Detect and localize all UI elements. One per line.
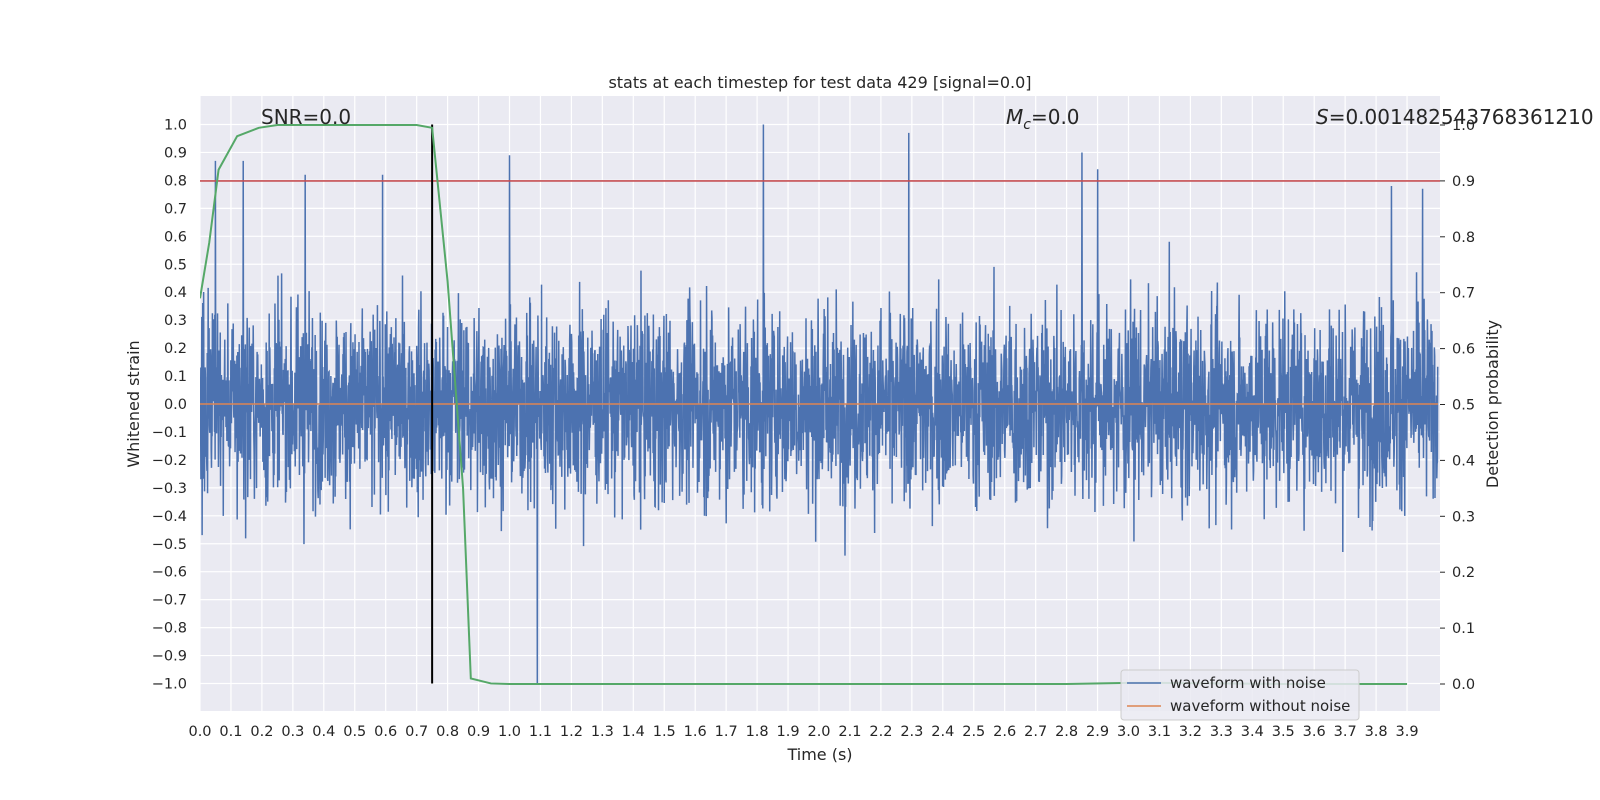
x-tick-label: 0.5 — [343, 724, 366, 740]
x-tick-label: 2.4 — [931, 724, 954, 740]
y-tick-label: −0.2 — [152, 453, 187, 469]
x-tick-label: 0.9 — [467, 724, 490, 740]
y-tick-label: −0.9 — [152, 649, 187, 665]
x-tick-label: 1.2 — [560, 724, 583, 740]
x-tick-label: 0.7 — [405, 724, 428, 740]
x-tick-label: 3.0 — [1117, 724, 1140, 740]
x-tick-label: 2.8 — [1055, 724, 1078, 740]
y2-tick-label: 1.0 — [1452, 118, 1475, 134]
x-ticks: 0.0 0.1 0.2 0.3 0.4 0.5 0.6 0.7 0.8 0.9 1.0 1.1 1.2 1… — [188, 724, 1418, 740]
legend: waveform with noise waveform without noi… — [1120, 669, 1360, 721]
y-tick-label: −0.1 — [152, 425, 187, 441]
x-tick-label: 0.4 — [312, 724, 335, 740]
x-tick-label: 0.0 — [188, 724, 211, 740]
y-tick-label: 0.7 — [164, 201, 187, 217]
legend-box — [1120, 669, 1360, 721]
x-tick-label: 1.1 — [529, 724, 552, 740]
x-tick-label: 3.2 — [1179, 724, 1202, 740]
x-tick-label: 2.0 — [807, 724, 830, 740]
y2-axis-label: Detection probability — [1483, 320, 1502, 488]
x-tick-label: 2.6 — [993, 724, 1016, 740]
y-axis-label: Whitened strain — [124, 340, 143, 467]
y2-tick-label: 0.6 — [1452, 342, 1475, 358]
x-tick-label: 0.2 — [250, 724, 273, 740]
y-tick-label: 0.0 — [164, 397, 187, 413]
y2-tick-label: 0.7 — [1452, 286, 1475, 302]
x-tick-label: 2.9 — [1086, 724, 1109, 740]
x-tick-label: 3.7 — [1334, 724, 1357, 740]
x-tick-label: 3.3 — [1210, 724, 1233, 740]
x-tick-label: 2.7 — [1024, 724, 1047, 740]
y-tick-label: −0.8 — [152, 621, 187, 637]
legend-label-noisy: waveform with noise — [1170, 674, 1326, 692]
s-symbol: S — [1316, 105, 1329, 129]
x-tick-label: 3.9 — [1396, 724, 1419, 740]
mc-value: =0.0 — [1031, 105, 1080, 129]
x-tick-label: 2.2 — [869, 724, 892, 740]
x-tick-label: 1.4 — [622, 724, 645, 740]
x-tick-label: 1.3 — [591, 724, 614, 740]
x-tick-label: 1.7 — [715, 724, 738, 740]
s-annotation: S=0.001482543768361210 — [1316, 105, 1594, 129]
y2-ticks: 1.0 0.9 0.8 0.7 0.6 0.5 0.4 0.3 0.2 0.1 0.0 — [1440, 118, 1475, 693]
series-waveform-with-noise — [200, 124, 1439, 684]
noisy-waveform-line — [200, 124, 1439, 684]
y-tick-label: 0.2 — [164, 341, 187, 357]
x-tick-label: 0.8 — [436, 724, 459, 740]
y2-tick-label: 0.4 — [1452, 453, 1475, 469]
x-tick-label: 3.6 — [1303, 724, 1326, 740]
mc-subscript: c — [1023, 117, 1031, 133]
y-tick-label: 0.8 — [164, 173, 187, 189]
s-value: =0.001482543768361210 — [1329, 105, 1594, 129]
x-axis-label: Time (s) — [786, 745, 852, 764]
series-detection-probability — [200, 124, 1408, 685]
mc-annotation: Mc=0.0 — [1006, 105, 1080, 133]
y2-tick-label: 0.5 — [1452, 398, 1475, 414]
x-tick-label: 1.0 — [498, 724, 521, 740]
y-tick-label: 0.9 — [164, 145, 187, 161]
y2-tick-label: 0.0 — [1452, 677, 1475, 693]
y-tick-label: 0.3 — [164, 313, 187, 329]
y-tick-label: −0.3 — [152, 481, 187, 497]
y2-tick-label: 0.9 — [1452, 174, 1475, 190]
x-tick-label: 3.1 — [1148, 724, 1171, 740]
x-tick-label: 0.6 — [374, 724, 397, 740]
x-tick-label: 1.6 — [684, 724, 707, 740]
y-tick-label: 0.4 — [164, 285, 187, 301]
x-tick-label: 2.1 — [838, 724, 861, 740]
y2-tick-label: 0.2 — [1452, 565, 1475, 581]
x-tick-label: 1.9 — [777, 724, 800, 740]
y2-tick-label: 0.1 — [1452, 621, 1475, 637]
y-tick-label: 1.0 — [164, 118, 187, 134]
x-tick-label: 3.5 — [1272, 724, 1295, 740]
y2-tick-label: 0.8 — [1452, 230, 1475, 246]
y-tick-label: −0.4 — [152, 509, 187, 525]
chart-title: stats at each timestep for test data 429… — [608, 73, 1031, 92]
x-tick-label: 2.5 — [962, 724, 985, 740]
y-tick-label: −0.6 — [152, 565, 187, 581]
y-tick-label: 0.5 — [164, 257, 187, 273]
y-ticks: 1.0 0.9 0.8 0.7 0.6 0.5 0.4 0.3 0.2 0.1 0.0 −0.1 −0.… — [152, 118, 187, 693]
y-tick-label: −0.7 — [152, 593, 187, 609]
y2-tick-label: 0.3 — [1452, 509, 1475, 525]
x-tick-label: 3.4 — [1241, 724, 1264, 740]
legend-label-clean: waveform without noise — [1170, 697, 1350, 715]
x-tick-label: 0.1 — [219, 724, 242, 740]
y-tick-label: −1.0 — [152, 677, 187, 693]
snr-annotation: SNR=0.0 — [261, 105, 351, 129]
mc-symbol: M — [1006, 105, 1023, 129]
y-tick-label: 0.6 — [164, 229, 187, 245]
x-tick-label: 3.8 — [1365, 724, 1388, 740]
x-tick-label: 2.3 — [900, 724, 923, 740]
x-tick-label: 1.8 — [746, 724, 769, 740]
x-tick-label: 0.3 — [281, 724, 304, 740]
probability-line — [200, 124, 1408, 685]
y-tick-label: 0.1 — [164, 369, 187, 385]
y-tick-label: −0.5 — [152, 537, 187, 553]
x-tick-label: 1.5 — [653, 724, 676, 740]
